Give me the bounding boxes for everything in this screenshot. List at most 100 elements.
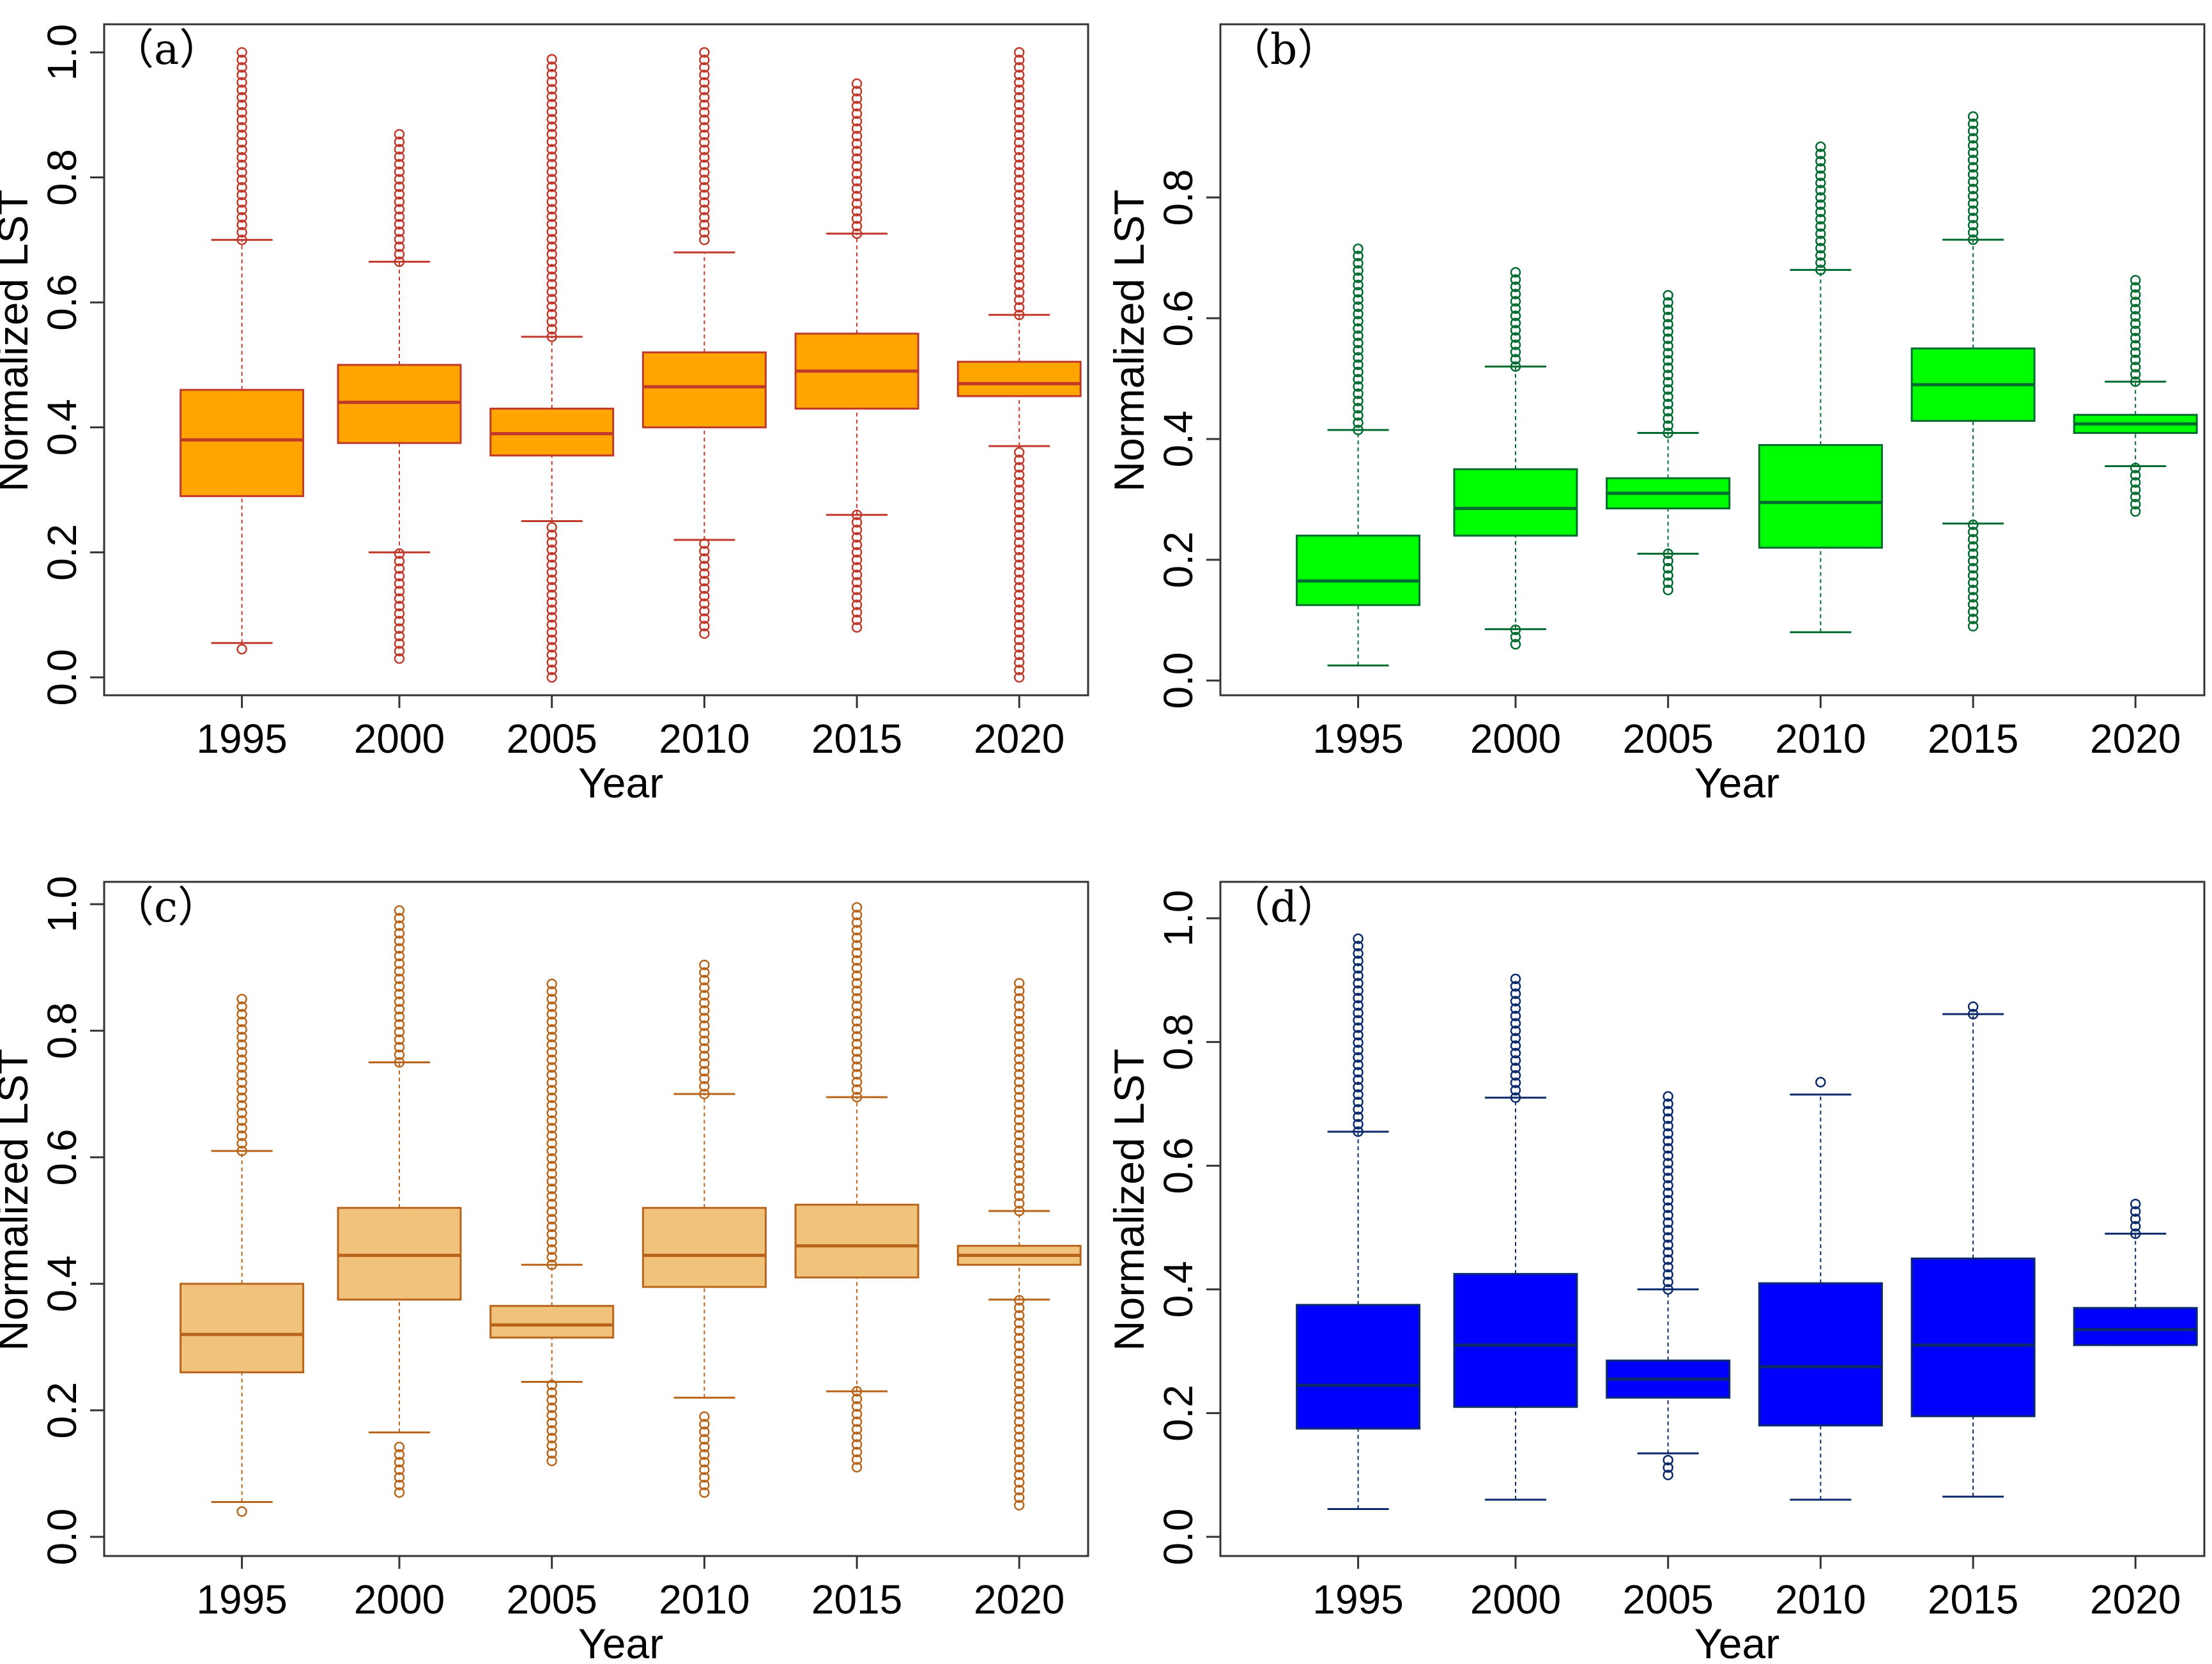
outlier-point [1013,1015,1025,1027]
outlier-point [1967,125,1979,137]
outlier-point [1013,612,1025,623]
outlier-point [1663,1113,1673,1124]
y-tick-label: 0.2 [1155,532,1201,589]
outlier-point [546,106,557,118]
outlier-point [236,167,247,178]
outlier-point [1815,192,1826,203]
outlier-point [1815,163,1826,174]
outlier-point [1013,257,1025,268]
outlier-point [1013,122,1025,133]
outlier-point [1013,993,1025,1004]
outlier-point [851,190,863,202]
outlier-point [1013,1023,1025,1035]
outlier-point [699,620,710,632]
outlier-point [1013,1061,1025,1072]
outlier-point [546,1153,557,1164]
outlier-point [2130,332,2141,344]
outlier-point [851,1424,863,1435]
outlier-point [1353,344,1363,356]
outlier-point [546,1236,557,1247]
panel-label: （d） [1228,882,1339,932]
outlier-point [546,589,557,601]
x-tick-label: 2005 [1623,716,1714,762]
outlier-point [1967,190,1979,202]
box [956,360,1082,397]
outlier-point [851,902,863,913]
outlier-point [699,99,710,111]
outlier-point [851,130,863,142]
outlier-point [851,123,863,134]
outlier-point [546,665,557,675]
outlier-point [546,1160,557,1172]
outlier-point [1013,137,1025,148]
outlier-point [1013,1439,1025,1450]
outlier-point [546,1221,557,1233]
outlier-point [699,1472,710,1483]
outlier-point [546,612,557,623]
outlier-point [1013,1107,1025,1118]
outlier-point [851,993,863,1004]
outlier-point [2130,354,2141,366]
outlier-point [1967,234,1979,245]
outlier-point [851,228,863,239]
outlier-point [1510,354,1521,365]
y-tick-label: 0.2 [39,524,85,581]
outlier-point [546,76,557,88]
outlier-point [699,1081,710,1092]
outlier-point [394,989,405,999]
outlier-point [394,1034,405,1045]
outlier-point [1967,1008,1979,1020]
outlier-point [546,151,557,162]
y-tick-label: 0.6 [1155,1137,1201,1194]
outlier-point [851,925,863,936]
outlier-point [699,1426,710,1437]
y-tick-label: 0.6 [39,1129,85,1186]
outlier-point [1663,1276,1673,1288]
outlier-point [851,1038,863,1050]
outlier-point [1353,955,1363,967]
outlier-point [1967,198,1979,209]
outlier-point [1013,107,1025,118]
outlier-point [1013,295,1025,305]
outlier-point [1663,391,1673,403]
outlier-point [699,69,710,81]
outlier-point [236,129,247,141]
outlier-point [1967,220,1979,231]
outlier-point [699,137,710,148]
outlier-point [1663,319,1673,330]
outlier-point [851,220,863,232]
outlier-point [851,554,863,566]
outlier-point [394,181,405,192]
outlier-point [851,614,863,626]
outlier-point [1967,227,1979,238]
outlier-point [851,213,863,224]
outlier-point [236,1062,247,1073]
outlier-point [699,967,710,978]
outlier-point [2130,282,2141,293]
outlier-point [1510,274,1521,285]
outlier-point [1510,973,1521,985]
outlier-point [236,122,247,133]
outlier-point [1013,1137,1025,1148]
outlier-point [546,986,557,997]
outlier-point [1967,541,1979,552]
outlier-point [1013,529,1025,541]
outlier-point [699,1005,710,1016]
outlier-point [1013,1477,1025,1488]
outlier-point [2130,506,2141,517]
outlier-point [2130,376,2141,387]
outlier-point [1510,296,1521,307]
outlier-point [1353,323,1363,334]
outlier-point [851,607,863,618]
outlier-point [2130,470,2141,481]
outlier-point [1967,133,1979,144]
outlier-point [236,1031,247,1043]
outlier-point [851,100,863,112]
outlier-point [1663,1173,1673,1183]
outlier-point [851,1439,863,1450]
outlier-point [1510,1070,1521,1081]
outlier-point [1967,585,1979,596]
outlier-point [1815,206,1826,217]
outlier-point [394,1049,405,1060]
